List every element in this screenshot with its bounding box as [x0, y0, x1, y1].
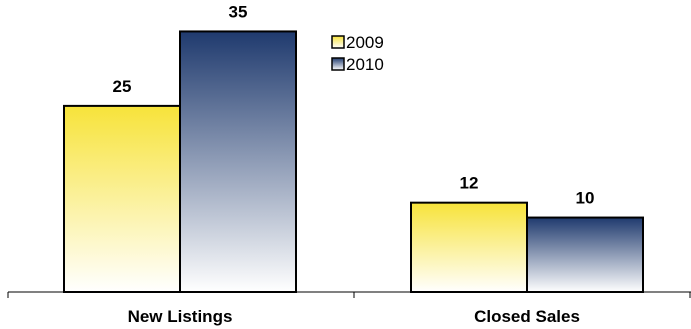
bar-new-listings-2009: [63, 104, 181, 293]
data-label-new-listings-2009: 25: [113, 77, 132, 96]
category-label-closed-sales: Closed Sales: [474, 307, 580, 326]
data-label-closed-sales-2010: 10: [576, 189, 595, 208]
legend-swatch-2009: [331, 35, 345, 49]
bar-closed-sales-2010: [526, 216, 644, 293]
data-label-new-listings-2010: 35: [229, 2, 248, 21]
legend-swatch-2010: [331, 57, 345, 71]
category-labels-group: New Listings Closed Sales: [128, 307, 580, 326]
bars-group: [63, 30, 644, 294]
bar-closed-sales-2009: [410, 201, 528, 294]
legend: 2009 2010: [331, 33, 384, 74]
legend-label-2010: 2010: [346, 55, 384, 74]
legend-label-2009: 2009: [346, 33, 384, 52]
category-label-new-listings: New Listings: [128, 307, 233, 326]
data-labels-group: 25 35 12 10: [113, 2, 595, 207]
bar-new-listings-2010: [179, 30, 297, 293]
data-label-closed-sales-2009: 12: [460, 174, 479, 193]
